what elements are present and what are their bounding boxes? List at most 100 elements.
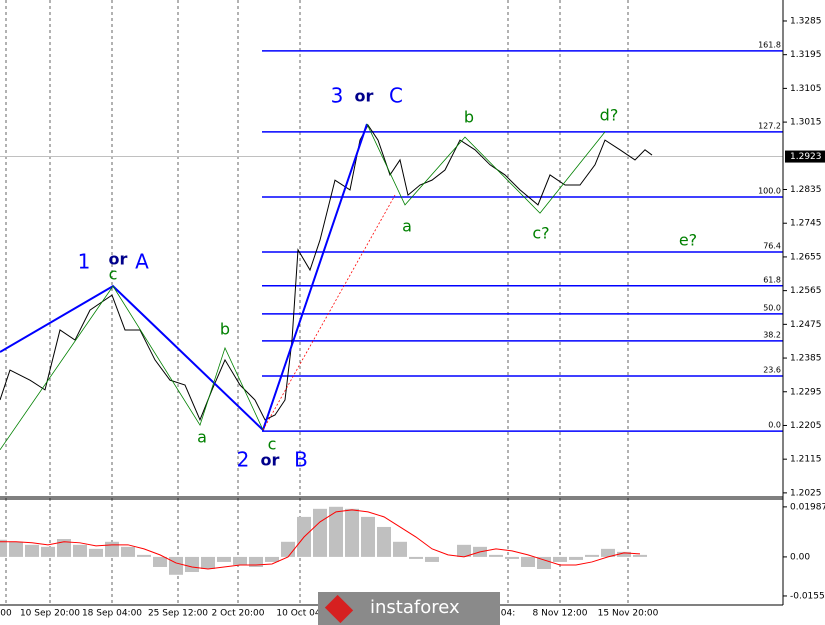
price-line	[0, 285, 264, 451]
histogram-bar	[217, 556, 231, 562]
histogram-bar	[313, 508, 327, 557]
histogram-bar	[553, 556, 567, 562]
price-line	[262, 194, 396, 431]
price-line	[366, 123, 606, 214]
wave-label: a	[197, 428, 207, 447]
histogram-bar	[233, 556, 247, 565]
y-tick-label: -0.01551	[790, 591, 825, 601]
y-tick-label: 1.2295	[790, 387, 822, 397]
wave-label: A	[135, 250, 149, 274]
wave-label: a	[402, 217, 412, 236]
histogram-bar	[9, 541, 23, 557]
histogram-bar	[393, 541, 407, 557]
y-tick-label: 1.2475	[790, 320, 822, 330]
x-tick-label: 2 Oct 20:00	[212, 609, 265, 619]
wave-label: or	[355, 87, 374, 106]
wave-label: 1	[78, 250, 91, 274]
x-tick-label: 18 Sep 04:00	[82, 609, 142, 619]
histogram-bar	[617, 551, 631, 557]
watermark: instaforex	[318, 592, 500, 625]
histogram-bar	[137, 554, 151, 557]
fib-level-label: 50.0	[763, 303, 781, 312]
histogram-bar	[73, 544, 87, 557]
histogram-bar	[409, 556, 423, 559]
histogram-bar	[601, 548, 615, 557]
last-price-label: 1.2923	[790, 152, 822, 162]
y-tick-label: 1.3105	[790, 84, 822, 94]
histogram-bar	[153, 556, 167, 567]
histogram-bar	[169, 556, 183, 575]
fib-level-label: 61.8	[763, 275, 781, 284]
signal-line	[0, 509, 641, 570]
y-tick-label: 0.00	[790, 552, 810, 562]
fib-level-label: 127.2	[758, 121, 781, 130]
histogram-bar	[121, 546, 135, 557]
y-tick-label: 1.2745	[790, 219, 822, 229]
fib-level-label: 38.2	[763, 330, 781, 339]
histogram-bar	[41, 546, 55, 557]
histogram-bar	[185, 556, 199, 573]
histogram-bar	[377, 526, 391, 557]
histogram-bar	[585, 554, 599, 557]
y-tick-label: 1.3285	[790, 16, 822, 26]
histogram-bar	[537, 556, 551, 569]
fib-level-label: 0.0	[768, 421, 781, 430]
x-tick-label: 15 Nov 20:00	[598, 609, 659, 619]
fib-level-label: 23.6	[763, 366, 781, 375]
x-tick-label: 10 Sep 20:00	[20, 609, 80, 619]
fib-level-label: 76.4	[763, 242, 781, 251]
histogram-bar	[425, 556, 439, 562]
histogram-bar	[89, 548, 103, 557]
histogram-bar	[345, 508, 359, 557]
wave-label: b	[464, 108, 474, 127]
y-tick-label: 1.2565	[790, 286, 822, 296]
price-line	[0, 124, 653, 422]
last-price-box	[785, 150, 825, 163]
histogram-bar	[57, 539, 71, 557]
histogram-bar	[105, 541, 119, 557]
histogram-bar	[633, 554, 647, 557]
y-tick-label: 1.2205	[790, 421, 822, 431]
y-tick-label: 1.2115	[790, 455, 822, 465]
wave-label: or	[261, 451, 280, 470]
x-tick-label: 8 Nov 12:00	[533, 609, 588, 619]
wave-label: 3	[331, 84, 344, 108]
histogram-bar	[361, 516, 375, 557]
y-tick-label: 1.2025	[790, 488, 822, 498]
wave-label: c	[268, 435, 277, 454]
x-tick-label: 00	[0, 609, 12, 619]
fib-level-label: 161.8	[758, 40, 781, 49]
y-tick-label: 1.2835	[790, 185, 822, 195]
fib-level-label: 100.0	[758, 187, 781, 196]
histogram-bar	[25, 544, 39, 557]
histogram-bar	[329, 506, 343, 557]
wave-label: c	[109, 265, 118, 284]
watermark-text: instaforex	[370, 597, 460, 618]
histogram-bar	[489, 554, 503, 557]
histogram-bar	[505, 556, 519, 559]
x-tick-label: 10 Oct 04:	[276, 609, 323, 619]
histogram-bar	[0, 539, 7, 557]
histogram-bar	[569, 556, 583, 560]
wave-label: B	[294, 448, 308, 472]
histogram-bar	[457, 544, 471, 557]
y-tick-label: 0.01987	[790, 502, 825, 512]
y-tick-label: 1.2655	[790, 252, 822, 262]
watermark-icon	[324, 594, 354, 624]
wave-label: d?	[600, 106, 619, 125]
y-tick-label: 1.3195	[790, 50, 822, 60]
histogram-bar	[265, 556, 279, 562]
y-tick-label: 1.3015	[790, 118, 822, 128]
histogram-bar	[521, 556, 535, 567]
histogram-bar	[249, 556, 263, 567]
wave-label: or	[109, 250, 128, 269]
wave-label: C	[389, 84, 403, 108]
histogram-bar	[281, 541, 295, 557]
histogram-bar	[201, 556, 215, 569]
wave-label: e?	[679, 231, 697, 250]
wave-label: 2	[237, 448, 250, 472]
